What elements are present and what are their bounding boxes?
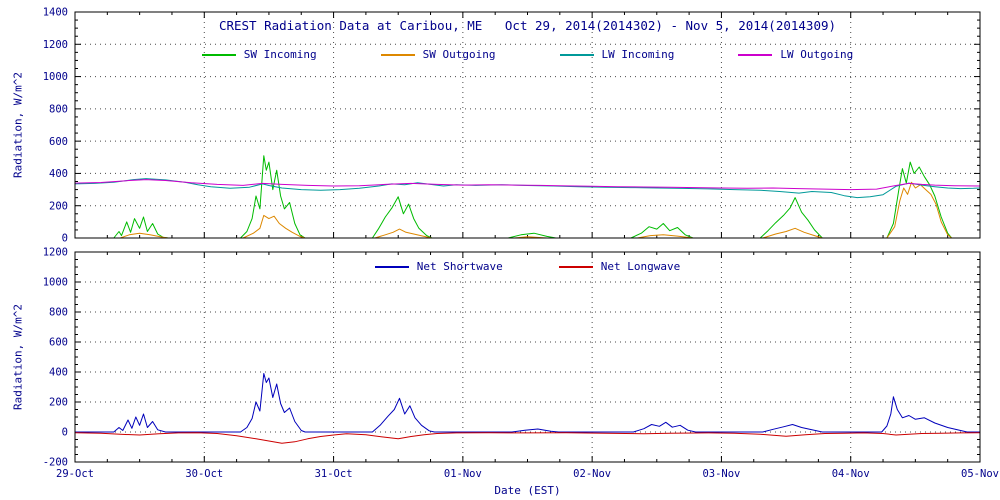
y-tick-label: 1000 bbox=[43, 277, 68, 289]
legend-label: SW Incoming bbox=[243, 48, 317, 61]
x-axis-label: Date (EST) bbox=[494, 484, 561, 497]
panel-radiation-components: 0 200 400 600 800 1000 1200 1400 bbox=[43, 7, 981, 245]
legend-item-net-shortwave: Net Shortwave bbox=[374, 260, 503, 273]
x-tick-label: 31-Oct bbox=[315, 468, 353, 480]
y-axis-label-top: Radiation, W/m^2 bbox=[11, 72, 25, 178]
y-tick-label: -200 bbox=[43, 457, 68, 469]
y-tick-label: 200 bbox=[49, 397, 68, 409]
y-tick-label: 800 bbox=[49, 104, 68, 116]
x-tick-label: 05-Nov bbox=[961, 468, 999, 480]
legend-bottom-panel: Net Shortwave Net Longwave bbox=[75, 260, 980, 273]
y-tick-label: 600 bbox=[49, 337, 68, 349]
legend-top-panel: SW Incoming SW Outgoing LW Incoming LW Outg… bbox=[75, 48, 980, 61]
y-tick-label: 800 bbox=[49, 307, 68, 319]
x-tick-label: 30-Oct bbox=[185, 468, 223, 480]
legend-item-sw-incoming: SW Incoming bbox=[201, 48, 317, 61]
legend-line-swatch bbox=[201, 53, 236, 56]
legend-label: Net Longwave bbox=[600, 260, 681, 273]
legend-item-sw-outgoing: SW Outgoing bbox=[380, 48, 496, 61]
legend-line-swatch bbox=[559, 53, 594, 56]
x-tick-label: 29-Oct bbox=[56, 468, 94, 480]
legend-line-swatch bbox=[558, 265, 593, 268]
series-net-longwave bbox=[74, 432, 981, 444]
legend-line-swatch bbox=[380, 53, 415, 56]
legend-label: SW Outgoing bbox=[422, 48, 496, 61]
y-tick-label: 400 bbox=[49, 168, 68, 180]
y-tick-label: 0 bbox=[62, 427, 68, 439]
legend-item-lw-incoming: LW Incoming bbox=[559, 48, 675, 61]
legend-item-net-longwave: Net Longwave bbox=[558, 260, 681, 273]
legend-line-swatch bbox=[738, 53, 773, 56]
series-lw-outgoing bbox=[74, 179, 981, 191]
series-lw-incoming bbox=[74, 178, 981, 199]
y-tick-label: 200 bbox=[49, 200, 68, 212]
x-tick-label: 02-Nov bbox=[573, 468, 611, 480]
series-net-shortwave bbox=[75, 373, 980, 433]
y-tick-label: 600 bbox=[49, 136, 68, 148]
y-tick-label: 0 bbox=[62, 233, 68, 245]
legend-label: LW Outgoing bbox=[780, 48, 854, 61]
y-axis-label-bottom: Radiation, W/m^2 bbox=[11, 304, 25, 410]
series-sw-outgoing bbox=[75, 181, 980, 239]
y-tick-label: 400 bbox=[49, 367, 68, 379]
y-tick-label: 1400 bbox=[43, 7, 68, 19]
series-sw-incoming bbox=[75, 155, 980, 239]
legend-line-swatch bbox=[374, 265, 409, 268]
y-tick-label: 1200 bbox=[43, 39, 68, 51]
legend-item-lw-outgoing: LW Outgoing bbox=[738, 48, 853, 61]
axis-box bbox=[74, 251, 981, 463]
x-tick-label: 03-Nov bbox=[702, 468, 740, 480]
axis-box bbox=[74, 11, 981, 239]
panel-net-radiation: -200 0 200 400 600 800 1000 1200 29-Oct 30-Oct 31-… bbox=[43, 247, 999, 480]
legend-label: LW Incoming bbox=[601, 48, 675, 61]
legend-label: Net Shortwave bbox=[416, 260, 503, 273]
y-tick-label: 1200 bbox=[43, 247, 68, 259]
y-tick-label: 1000 bbox=[43, 71, 68, 83]
x-tick-label: 04-Nov bbox=[832, 468, 870, 480]
x-tick-label: 01-Nov bbox=[444, 468, 482, 480]
chart-title: CREST Radiation Data at Caribou, ME Oct … bbox=[218, 18, 837, 33]
